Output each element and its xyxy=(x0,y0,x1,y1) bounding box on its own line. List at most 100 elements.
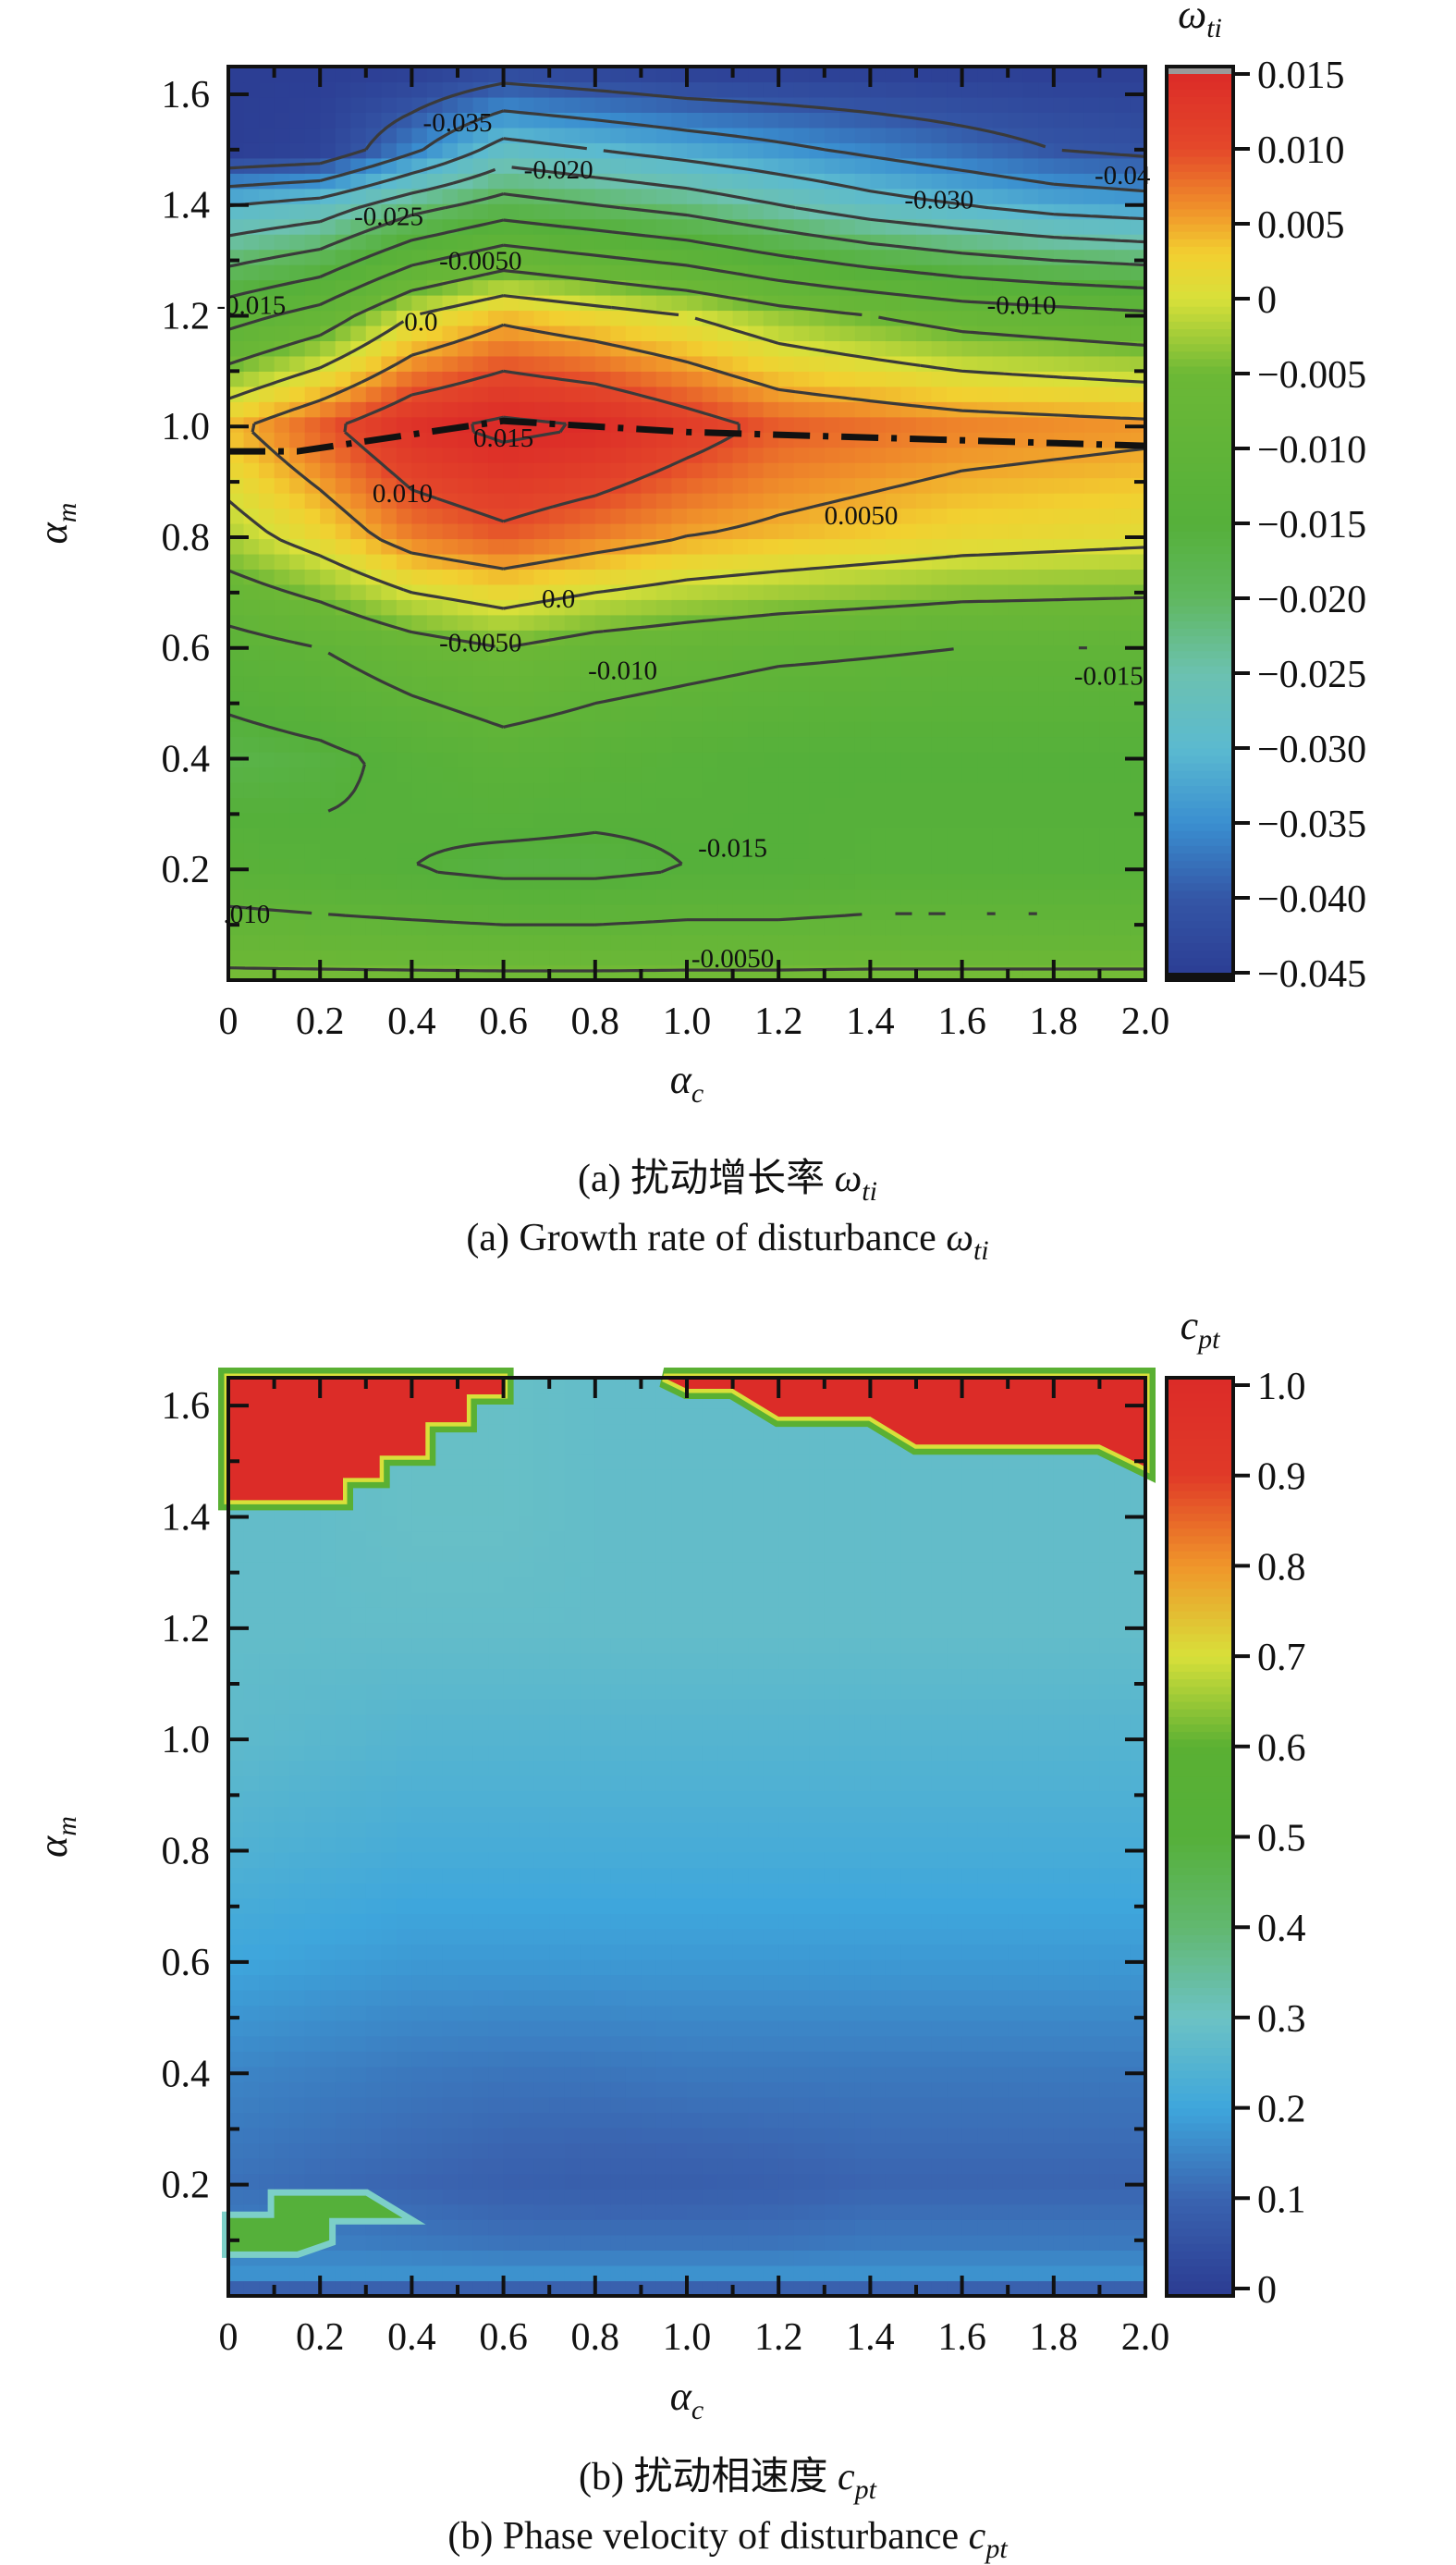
colorbar-swatch xyxy=(1167,350,1233,360)
heatmap-cell xyxy=(1022,493,1039,509)
heatmap-cell xyxy=(472,2096,489,2113)
heatmap-cell xyxy=(304,553,321,570)
heatmap-cell xyxy=(824,660,840,677)
colorbar-swatch xyxy=(1167,898,1233,906)
heatmap-cell xyxy=(778,67,795,83)
heatmap-cell xyxy=(549,614,566,631)
heatmap-cell xyxy=(1069,2173,1085,2190)
heatmap-cell xyxy=(900,2081,917,2098)
heatmap-cell xyxy=(411,2112,428,2129)
heatmap-cell xyxy=(1069,752,1085,768)
heatmap-cell xyxy=(977,903,994,920)
heatmap-cell xyxy=(793,858,810,875)
heatmap-cell xyxy=(793,386,810,402)
heatmap-cell xyxy=(748,447,765,463)
heatmap-cell xyxy=(533,873,550,890)
heatmap-cell xyxy=(1053,919,1070,936)
heatmap-cell xyxy=(426,675,444,692)
heatmap-cell xyxy=(992,2203,1009,2220)
heatmap-cell xyxy=(610,127,627,143)
colorbar-swatch xyxy=(1167,246,1233,254)
heatmap-cell xyxy=(243,583,260,600)
heatmap-cell xyxy=(824,583,840,600)
heatmap-cell xyxy=(1069,386,1085,402)
heatmap-cell xyxy=(304,2051,321,2068)
heatmap-cell xyxy=(228,371,245,387)
heatmap-cell xyxy=(916,249,933,265)
heatmap-cell xyxy=(687,2035,704,2052)
heatmap-cell xyxy=(748,538,765,555)
heatmap-cell xyxy=(228,2051,245,2068)
heatmap-cell xyxy=(793,2219,810,2236)
heatmap-cell xyxy=(717,2189,734,2205)
heatmap-cell xyxy=(594,812,611,828)
heatmap-cell xyxy=(1038,416,1055,433)
heatmap-cell xyxy=(625,325,642,341)
heatmap-cell xyxy=(549,873,566,890)
heatmap-cell xyxy=(519,919,535,936)
heatmap-cell xyxy=(655,2219,673,2236)
y-tick-label: 0.6 xyxy=(162,628,211,670)
heatmap-cell xyxy=(243,2127,260,2144)
heatmap-cell xyxy=(885,2112,902,2129)
heatmap-cell xyxy=(488,691,505,707)
heatmap-cell xyxy=(900,218,917,235)
heatmap-cell xyxy=(655,447,673,463)
heatmap-cell xyxy=(655,553,673,570)
heatmap-cell xyxy=(442,2203,459,2220)
heatmap-cell xyxy=(839,2264,856,2282)
heatmap-cell xyxy=(641,721,657,738)
heatmap-cell xyxy=(870,493,887,509)
heatmap-cell xyxy=(1130,493,1146,509)
heatmap-cell xyxy=(350,599,367,616)
heatmap-cell xyxy=(411,2173,428,2190)
heatmap-cell xyxy=(885,2081,902,2098)
heatmap-cell xyxy=(961,493,978,509)
heatmap-cell xyxy=(992,2096,1009,2113)
heatmap-cell xyxy=(335,889,351,905)
colorbar-swatch xyxy=(1167,231,1233,239)
heatmap-cell xyxy=(992,2250,1009,2266)
heatmap-cell xyxy=(977,142,994,159)
heatmap-cell xyxy=(243,767,260,783)
heatmap-cell xyxy=(809,81,826,98)
heatmap-cell xyxy=(854,325,871,341)
heatmap-cell xyxy=(1114,310,1132,326)
heatmap-cell xyxy=(1069,614,1085,631)
heatmap-cell xyxy=(580,2234,596,2251)
heatmap-cell xyxy=(320,934,336,951)
heatmap-cell xyxy=(702,2035,718,2052)
heatmap-cell xyxy=(533,919,550,936)
heatmap-cell xyxy=(519,401,535,418)
heatmap-cell xyxy=(961,234,978,251)
heatmap-cell xyxy=(1083,706,1100,722)
heatmap-cell xyxy=(472,2035,489,2052)
heatmap-cell xyxy=(350,858,367,875)
heatmap-cell xyxy=(778,599,795,616)
heatmap-cell xyxy=(396,493,412,509)
heatmap-cell xyxy=(778,644,795,661)
heatmap-cell xyxy=(549,660,566,677)
heatmap-cell xyxy=(687,142,704,159)
heatmap-cell xyxy=(961,752,978,768)
heatmap-cell xyxy=(259,858,275,875)
heatmap-cell xyxy=(519,2096,535,2113)
heatmap-cell xyxy=(977,2096,994,2113)
heatmap-cell xyxy=(870,462,887,479)
heatmap-cell xyxy=(350,934,367,951)
heatmap-cell xyxy=(426,2112,444,2129)
heatmap-cell xyxy=(839,416,856,433)
heatmap-cell xyxy=(350,112,367,129)
heatmap-cell xyxy=(1083,721,1100,738)
heatmap-cell xyxy=(977,934,994,951)
heatmap-cell xyxy=(533,264,550,281)
heatmap-cell xyxy=(687,2020,704,2037)
colorbar-swatch xyxy=(1167,867,1233,877)
heatmap-cell xyxy=(641,493,657,509)
heatmap-cell xyxy=(228,112,245,129)
heatmap-cell xyxy=(274,828,290,844)
colorbar-swatch xyxy=(1167,381,1233,389)
heatmap-cell xyxy=(732,2096,749,2113)
heatmap-cell xyxy=(396,2250,412,2266)
heatmap-cell xyxy=(274,752,290,768)
